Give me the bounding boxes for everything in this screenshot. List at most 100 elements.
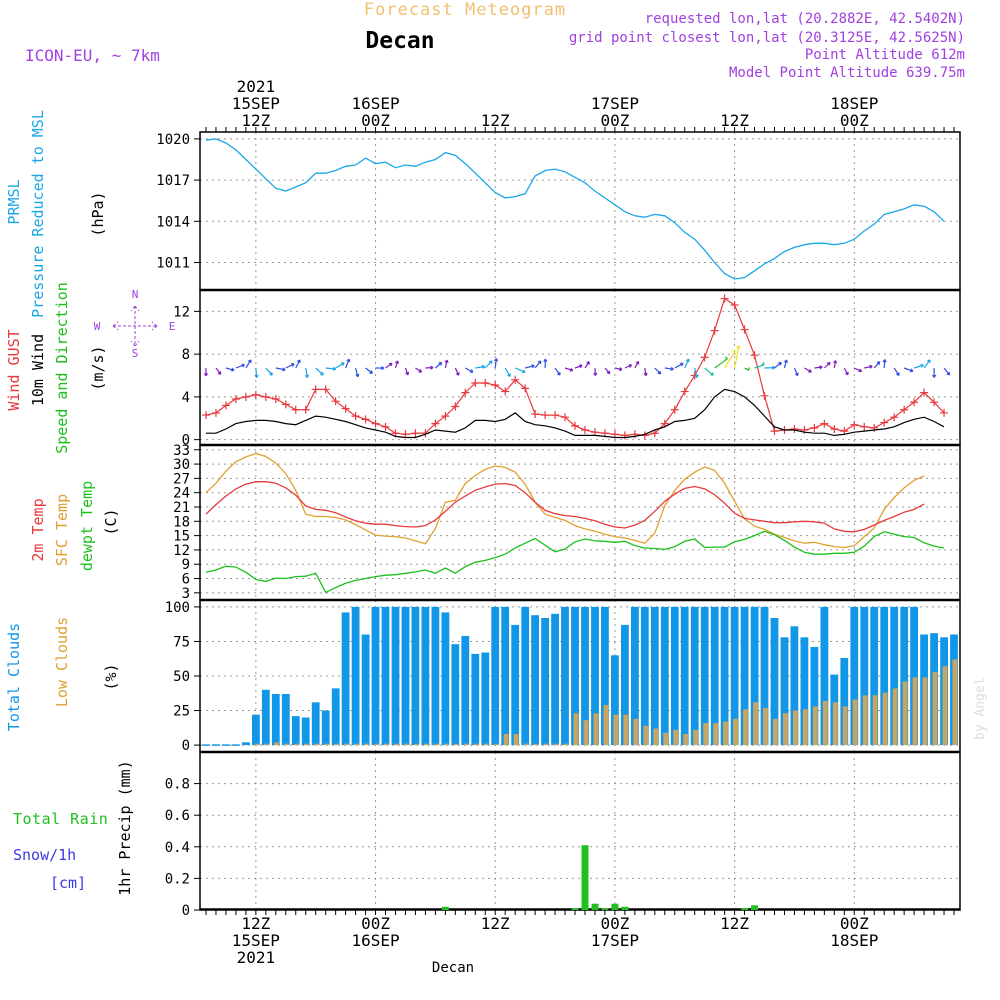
- total-cloud-bar: [421, 606, 430, 746]
- wind-direction-arrow: [643, 367, 648, 377]
- wind-gust-marker: [481, 379, 490, 387]
- wind-direction-arrow: [203, 367, 209, 377]
- wind-direction-arrow: [634, 360, 640, 369]
- wind-gust-marker: [920, 388, 929, 397]
- low-cloud-bar: [563, 743, 569, 746]
- total-cloud-bar: [680, 606, 689, 746]
- low-cloud-bar: [912, 677, 918, 746]
- wind-direction-arrow: [744, 367, 750, 371]
- grid-point-coords: grid point closest lon,lat (20.3125E, 42…: [569, 30, 965, 46]
- wind-gust-marker: [511, 375, 520, 384]
- y-tick-label: 9: [182, 557, 190, 573]
- panel-precip: 0 0.2 0.4 0.6 0.8: [165, 751, 961, 919]
- wind-gust-marker: [940, 408, 949, 417]
- total-cloud-bar: [371, 606, 380, 746]
- low-cloud-bar: [882, 692, 888, 746]
- low-cloud-bar: [653, 728, 659, 746]
- total-cloud-bar: [242, 742, 250, 746]
- wind-gust-marker: [740, 325, 749, 334]
- y-tick-label: 1014: [156, 214, 190, 230]
- wind-gust-marker: [670, 405, 679, 414]
- low-cloud-bar: [503, 734, 509, 746]
- y-tick-label: 12: [173, 543, 190, 559]
- total-cloud-bar: [890, 606, 899, 746]
- wind-direction-arrow: [793, 367, 799, 377]
- chart-title: Forecast Meteogram: [364, 0, 566, 20]
- total-cloud-bar: [740, 606, 749, 746]
- wind-gust-marker: [571, 421, 580, 430]
- wind-direction-arrow: [684, 358, 690, 369]
- precip-label-snow-unit: [cm]: [50, 874, 86, 892]
- compass-rose: [112, 305, 158, 347]
- total-cloud-bar: [640, 606, 649, 746]
- wind-direction-arrow: [315, 367, 324, 376]
- wind-direction-arrow: [415, 367, 423, 373]
- total-cloud-bar: [291, 716, 300, 746]
- temp-2m-line: [205, 481, 925, 533]
- total-cloud-bar: [870, 606, 879, 746]
- y-tick-label: 15: [173, 529, 190, 545]
- time-label-top-hour: 12Z: [481, 111, 510, 130]
- wind-direction-arrow: [724, 350, 736, 369]
- low-cloud-bar: [354, 743, 359, 746]
- low-cloud-bar: [613, 714, 619, 746]
- rain-bar: [741, 908, 749, 910]
- low-cloud-bar: [683, 734, 688, 746]
- low-cloud-bar: [593, 713, 599, 746]
- total-cloud-bar: [311, 702, 320, 746]
- wind-direction-arrow: [394, 360, 399, 369]
- low-cloud-bar: [643, 725, 649, 745]
- total-cloud-bar: [660, 606, 669, 746]
- total-cloud-bar: [710, 606, 719, 746]
- total-cloud-bar: [860, 606, 869, 746]
- total-cloud-bar: [461, 635, 470, 746]
- low-cloud-bar: [523, 743, 529, 746]
- y-tick-label: 30: [173, 457, 190, 473]
- wind-gust-marker: [311, 385, 320, 394]
- time-label-bottom-hour: 12Z: [720, 914, 749, 933]
- y-tick-label: 0: [182, 433, 190, 449]
- y-tick-label: 18: [173, 514, 190, 530]
- rain-bar: [591, 903, 599, 910]
- wind-gust-marker: [850, 420, 859, 429]
- wind-gust-marker: [301, 405, 310, 414]
- wind-direction-arrow: [624, 364, 633, 369]
- temp-label-sfc: SFC Temp: [53, 494, 71, 566]
- wind-gust-marker: [361, 415, 370, 424]
- wind-gust-marker: [700, 353, 709, 362]
- y-tick-label: 21: [173, 500, 190, 516]
- wind-gust-marker: [351, 412, 360, 421]
- low-cloud-bar: [932, 671, 938, 746]
- point-altitude: Point Altitude 612m: [805, 47, 965, 63]
- total-cloud-bar: [690, 606, 699, 746]
- y-tick-label: 3: [182, 586, 190, 602]
- low-cloud-bar: [623, 714, 629, 746]
- total-cloud-bar: [551, 613, 559, 746]
- low-cloud-bar: [573, 713, 579, 746]
- time-label-top-hour: 12Z: [241, 111, 270, 130]
- time-label-top-hour: 00Z: [361, 111, 390, 130]
- low-cloud-bar: [314, 743, 319, 746]
- time-label-bottom-hour: 12Z: [241, 914, 270, 933]
- wind-gust-marker: [231, 395, 240, 404]
- pressure-line: [205, 138, 945, 280]
- low-cloud-bar: [892, 688, 898, 746]
- wind-gust-marker: [620, 431, 629, 440]
- wind-gust-marker: [680, 387, 689, 396]
- clouds-label-low: Low Clouds: [53, 617, 71, 707]
- wind-direction-arrow: [375, 366, 385, 371]
- wind-direction-arrow: [674, 362, 684, 369]
- wind-direction-arrow: [514, 367, 526, 374]
- low-cloud-bar: [763, 707, 768, 746]
- total-cloud-bar: [900, 606, 909, 746]
- wind-gust-marker: [521, 384, 530, 393]
- time-label-bottom-hour: 00Z: [361, 914, 390, 933]
- wind-direction-arrow: [564, 367, 574, 372]
- y-tick-label: 50: [173, 669, 190, 685]
- low-cloud-bar: [414, 743, 419, 746]
- time-label-top-hour: 12Z: [720, 111, 749, 130]
- wind-direction-arrow: [543, 358, 548, 369]
- wind-label-gust: Wind GUST: [5, 329, 23, 410]
- wind-direction-arrow: [714, 356, 728, 369]
- time-label-bottom-hour: 00Z: [840, 914, 869, 933]
